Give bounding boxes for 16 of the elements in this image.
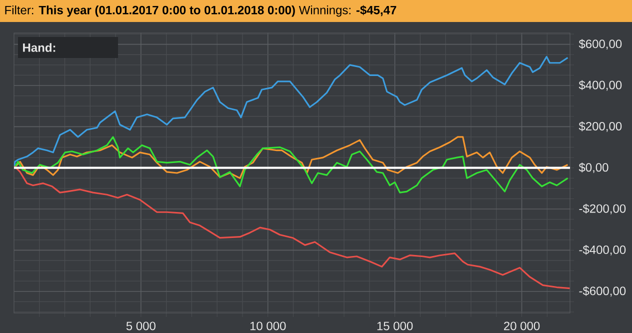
y-tick-label: $0,00 bbox=[578, 162, 608, 174]
line-series bbox=[14, 136, 569, 179]
annotation: Hand: bbox=[23, 43, 56, 52]
line-series bbox=[14, 136, 569, 194]
y-tick-label: -$400,00 bbox=[579, 244, 626, 256]
chart-title: Filter: This year (01.01.2017 0:00 to 01.01.2018 0:00) Winnings: -$45,47 bbox=[5, 5, 396, 17]
y-tick-label: -$600,00 bbox=[579, 286, 626, 297]
y-tick-label: $200,00 bbox=[578, 121, 622, 132]
line-series bbox=[14, 166, 570, 290]
y-tick-label: -$200,00 bbox=[579, 204, 626, 214]
y-tick-label: $600,00 bbox=[578, 39, 622, 50]
x-tick-label: 5 000 bbox=[126, 322, 156, 330]
x-tick-label: 15 000 bbox=[377, 322, 413, 330]
y-tick-label: $400,00 bbox=[578, 80, 622, 91]
x-tick-label: 20 000 bbox=[504, 322, 540, 330]
x-tick-label: 10 000 bbox=[250, 322, 286, 330]
